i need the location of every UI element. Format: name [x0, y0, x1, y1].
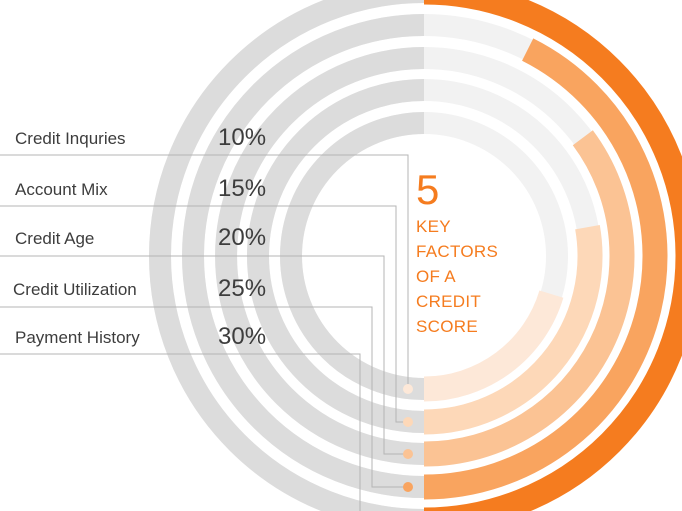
leader-line	[0, 306, 408, 488]
leader-dot	[403, 384, 413, 394]
leader-line	[0, 154, 409, 389]
leader-lines	[0, 154, 409, 511]
center-line-3: OF A	[416, 267, 456, 286]
leader-dot	[403, 482, 413, 492]
value-bar	[423, 225, 603, 435]
center-title: 5 KEY FACTORS OF A CREDIT SCORE	[416, 166, 498, 336]
leader-line	[0, 255, 408, 455]
value-bar	[423, 0, 682, 511]
factor-value: 20%	[218, 224, 266, 251]
factor-labels: Credit Inquries 10% Account Mix 15% Credit A…	[13, 124, 266, 350]
leader-line	[0, 353, 361, 511]
value-bar	[423, 38, 668, 500]
factor-label: Credit Inquries	[15, 129, 126, 148]
factor-label: Account Mix	[15, 180, 108, 199]
value-bar	[423, 130, 635, 467]
factor-value: 30%	[218, 323, 266, 350]
center-line-1: KEY	[416, 217, 451, 236]
value-bars	[423, 0, 682, 511]
factor-value: 25%	[218, 275, 266, 302]
factor-label: Credit Utilization	[13, 280, 137, 299]
leader-dot	[403, 417, 413, 427]
center-line-5: SCORE	[416, 317, 478, 336]
factor-label: Credit Age	[15, 229, 94, 248]
center-line-4: CREDIT	[416, 292, 481, 311]
leader-dots	[403, 384, 413, 492]
factor-value: 10%	[218, 124, 266, 151]
factor-label: Payment History	[15, 328, 140, 347]
value-bar	[423, 290, 564, 402]
leader-line	[0, 205, 408, 423]
factor-value: 15%	[218, 175, 266, 202]
center-number: 5	[416, 166, 439, 213]
leader-dot	[403, 449, 413, 459]
center-line-2: FACTORS	[416, 242, 498, 261]
